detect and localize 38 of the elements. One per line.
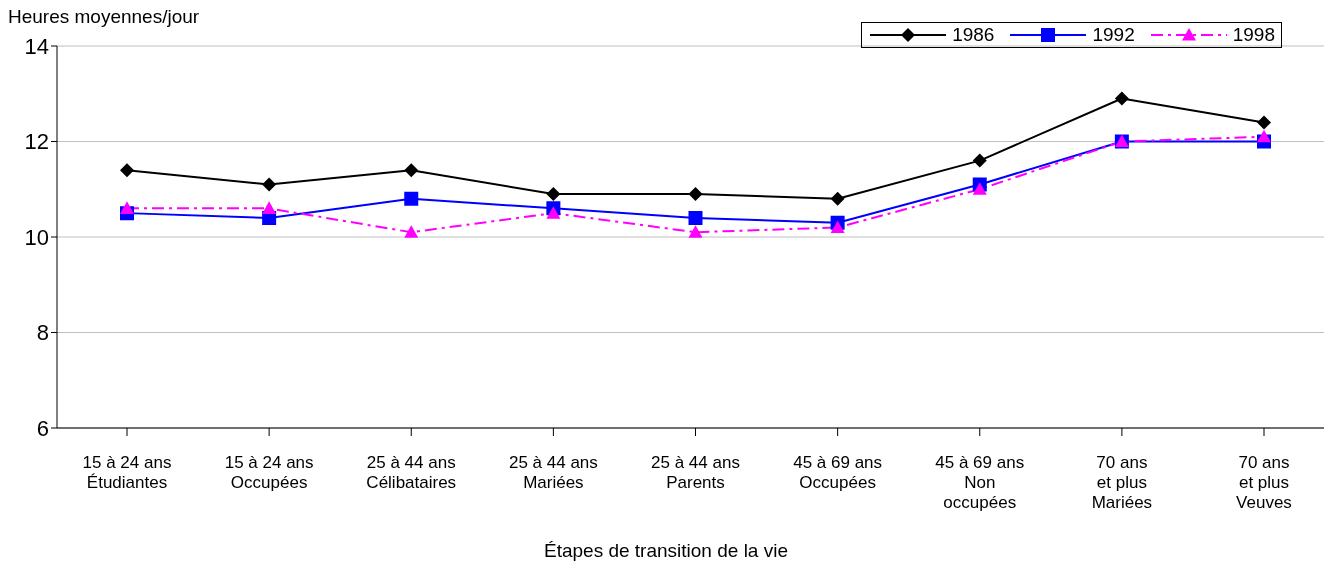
point bbox=[546, 187, 561, 202]
x-tick-label: 45 à 69 ans Non occupées bbox=[935, 453, 1025, 512]
point bbox=[262, 177, 277, 192]
point bbox=[404, 191, 419, 206]
x-axis-title: Étapes de transition de la vie bbox=[543, 540, 789, 562]
x-tick-label: 70 ans et plus Veuves bbox=[1236, 453, 1292, 512]
point bbox=[120, 163, 134, 178]
x-tick-label: 15 à 24 ans Occupées bbox=[224, 453, 314, 492]
y-tick-label: 14 bbox=[24, 33, 49, 59]
point bbox=[688, 225, 703, 238]
point bbox=[688, 210, 703, 225]
point bbox=[1114, 91, 1129, 106]
y-tick-label: 12 bbox=[24, 129, 49, 155]
x-tick-label: 25 à 44 ans Mariées bbox=[508, 453, 598, 492]
x-tick-label: 45 à 69 ans Occupées bbox=[793, 453, 883, 492]
y-axis-title: Heures moyennes/jour bbox=[8, 6, 200, 28]
legend-label: 1992 bbox=[1092, 24, 1135, 45]
x-tick-label: 15 à 24 ans Étudiantes bbox=[82, 453, 172, 492]
point bbox=[1257, 129, 1271, 143]
point bbox=[688, 187, 703, 202]
y-tick-label: 8 bbox=[36, 320, 49, 346]
point bbox=[830, 220, 845, 234]
point bbox=[972, 182, 987, 195]
point bbox=[404, 225, 419, 238]
y-tick-label: 6 bbox=[36, 415, 49, 441]
x-tick-label: 25 à 44 ans Célibataires bbox=[366, 453, 457, 492]
point bbox=[404, 163, 419, 178]
point bbox=[1257, 115, 1271, 130]
point bbox=[546, 206, 561, 219]
x-tick-label: 70 ans et plus Mariées bbox=[1091, 453, 1153, 512]
point bbox=[830, 191, 845, 206]
point bbox=[972, 153, 987, 168]
point bbox=[262, 201, 277, 214]
x-tick-label: 25 à 44 ans Parents bbox=[651, 453, 740, 492]
legend-label: 1998 bbox=[1232, 24, 1275, 45]
y-tick-label: 10 bbox=[24, 224, 49, 250]
legend-label: 1986 bbox=[952, 24, 995, 45]
point bbox=[120, 201, 134, 214]
